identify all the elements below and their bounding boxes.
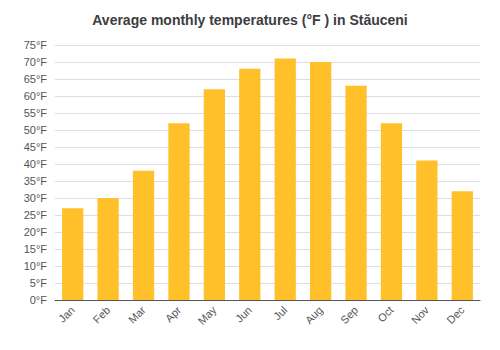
svg-text:Jun: Jun [233,304,254,325]
svg-text:20°F: 20°F [24,226,48,238]
svg-text:Apr: Apr [163,304,184,325]
svg-text:75°F: 75°F [24,39,48,51]
svg-text:Dec: Dec [444,303,467,326]
svg-text:15°F: 15°F [24,243,48,255]
svg-text:65°F: 65°F [24,73,48,85]
svg-text:Oct: Oct [375,304,396,325]
svg-text:Nov: Nov [409,303,432,326]
svg-text:5°F: 5°F [30,277,48,289]
svg-text:May: May [195,303,219,327]
svg-text:Aug: Aug [303,304,325,326]
svg-text:25°F: 25°F [24,209,48,221]
svg-text:Mar: Mar [126,304,148,326]
svg-text:40°F: 40°F [24,158,48,170]
svg-text:50°F: 50°F [24,124,48,136]
svg-text:30°F: 30°F [24,192,48,204]
svg-text:Jul: Jul [271,304,289,322]
svg-text:10°F: 10°F [24,260,48,272]
svg-text:Feb: Feb [90,304,112,326]
svg-text:70°F: 70°F [24,56,48,68]
svg-text:Average monthly temperatures (: Average monthly temperatures (°F ) in St… [92,12,408,28]
svg-text:Jan: Jan [56,304,77,325]
svg-text:Sep: Sep [338,304,360,326]
svg-text:55°F: 55°F [24,107,48,119]
svg-text:0°F: 0°F [30,294,48,306]
svg-text:60°F: 60°F [24,90,48,102]
svg-text:45°F: 45°F [24,141,48,153]
svg-text:35°F: 35°F [24,175,48,187]
